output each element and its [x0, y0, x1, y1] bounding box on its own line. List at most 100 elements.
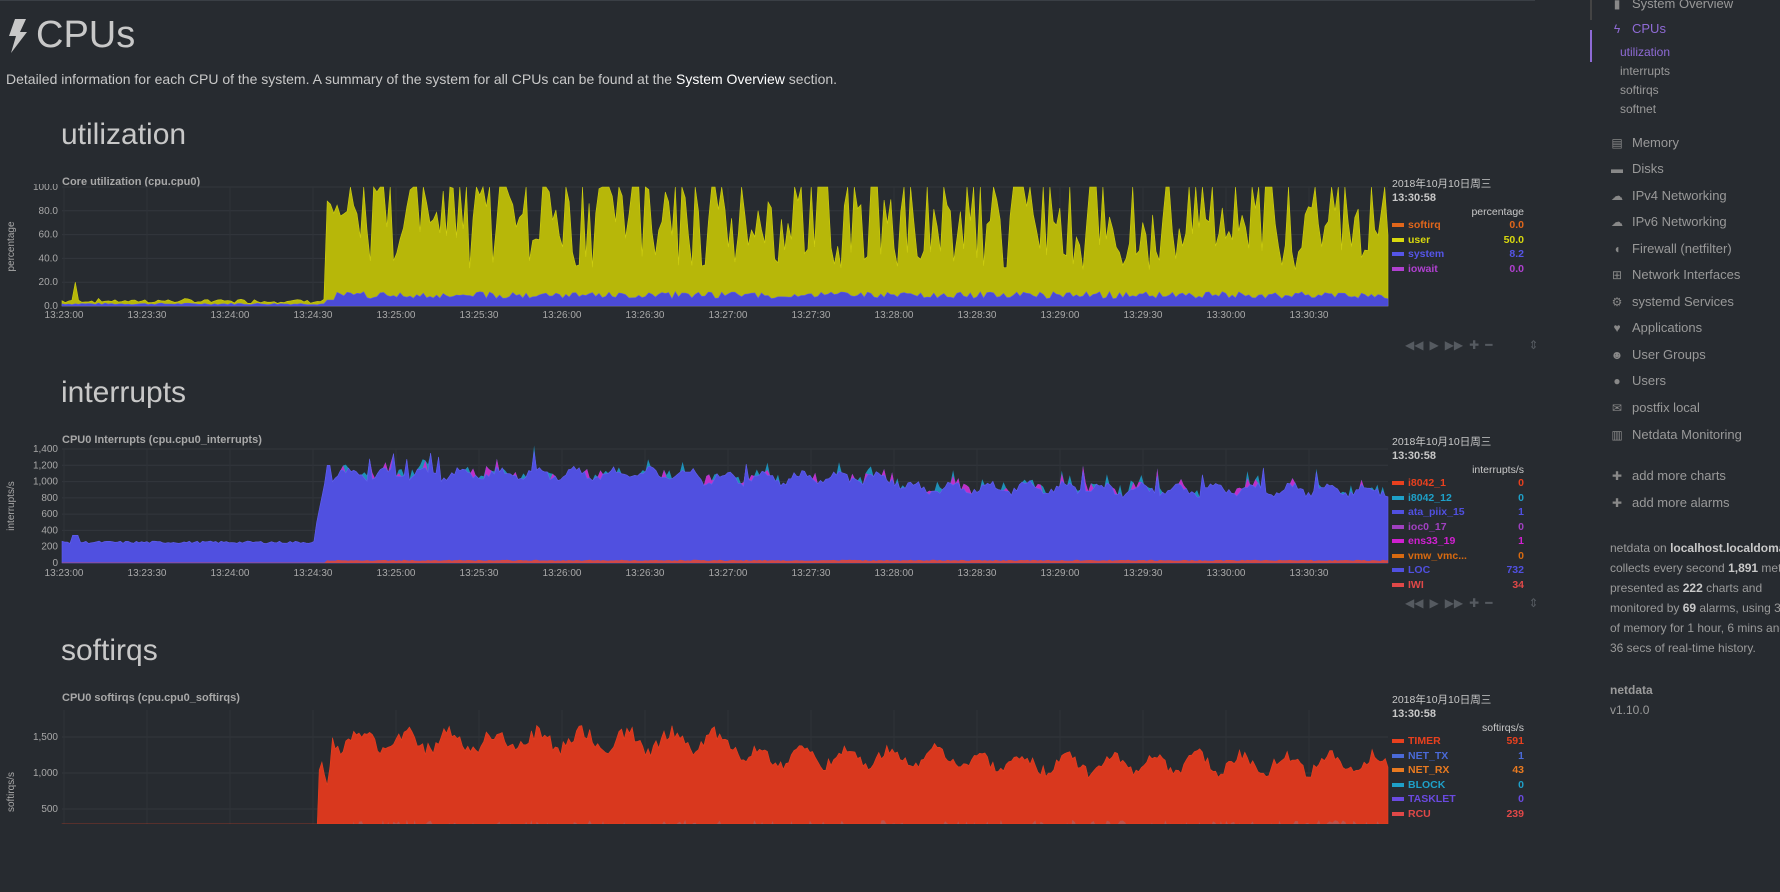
legend-item[interactable]: NET_TX 1	[1392, 749, 1524, 764]
sidebar-item-label: postfix local	[1632, 400, 1700, 415]
legend-item[interactable]: system 8.2	[1392, 247, 1524, 262]
legend-name: NET_TX	[1408, 749, 1449, 762]
legend-item[interactable]: ioc0_17 0	[1392, 520, 1524, 535]
rewind-icon[interactable]: ◀◀	[1405, 338, 1424, 352]
x-tick-label: 13:24:00	[211, 310, 250, 321]
rewind-icon[interactable]: ◀◀	[1405, 596, 1424, 610]
legend-item[interactable]: RCU 239	[1392, 807, 1524, 822]
forward-icon[interactable]: ▶▶	[1444, 596, 1464, 610]
zoom-out-icon[interactable]: ━	[1485, 596, 1493, 610]
series-loc	[61, 451, 1389, 564]
sidebar-sub-utilization[interactable]: utilization	[1620, 45, 1671, 59]
add-more-alarms-link[interactable]: ✚ add more alarms	[1610, 495, 1730, 510]
sidebar-sub-interrupts[interactable]: interrupts	[1620, 64, 1671, 78]
sidebar-item-system-overview[interactable]: ▮ System Overview	[1610, 0, 1733, 11]
x-tick-label: 13:30:30	[1290, 310, 1329, 321]
add-more-charts-link[interactable]: ✚ add more charts	[1610, 468, 1726, 483]
y-tick-label: 400	[41, 525, 58, 536]
sidebar-item-ipv6[interactable]: ☁ IPv6 Networking	[1610, 214, 1727, 229]
legend-value: 0	[1518, 520, 1524, 533]
legend-item[interactable]: IWI 34	[1392, 578, 1524, 593]
resize-icon[interactable]: ⇕	[1528, 596, 1539, 610]
legend-item[interactable]: NET_RX 43	[1392, 763, 1524, 778]
system-overview-link[interactable]: System Overview	[675, 71, 785, 87]
legend-item[interactable]: TIMER 591	[1392, 734, 1524, 749]
section-title-softirqs: softirqs	[61, 634, 158, 667]
sidebar-item-network-interfaces[interactable]: ⊞ Network Interfaces	[1610, 267, 1740, 282]
chart-plot-utilization[interactable]: 100.0 80.0 60.0 40.0 20.0 0.0 percentage 13:23:…	[0, 184, 1400, 364]
sidebar-item-memory[interactable]: ▤ Memory	[1610, 135, 1679, 150]
chart-title: CPU0 Interrupts (cpu.cpu0_interrupts)	[62, 434, 262, 446]
series-user	[61, 185, 1389, 307]
legend-item[interactable]: iowait 0.0	[1392, 262, 1524, 277]
legend-swatch	[1392, 223, 1404, 228]
sidebar-item-users[interactable]: ● Users	[1610, 373, 1666, 388]
sidebar-item-ipv4[interactable]: ☁ IPv4 Networking	[1610, 188, 1727, 203]
zoom-in-icon[interactable]: ✚	[1469, 338, 1480, 352]
legend-item[interactable]: i8042_1 0	[1392, 476, 1524, 491]
sidebar-item-label: User Groups	[1632, 347, 1706, 362]
legend-item[interactable]: softirq 0.0	[1392, 218, 1524, 233]
sidebar-item-firewall[interactable]: ◖ Firewall (netfilter)	[1610, 241, 1731, 256]
y-tick-label: 1,400	[33, 444, 58, 455]
play-icon[interactable]: ▶	[1429, 596, 1439, 610]
chart-controls[interactable]: ◀◀ ▶ ▶▶ ✚ ━ ⇕	[1405, 596, 1539, 610]
legend-name: user	[1408, 233, 1431, 246]
y-axis-label: softirqs/s	[6, 772, 17, 812]
chart-utilization[interactable]: Core utilization (cpu.cpu0) 100.0 80.0 60.…	[0, 176, 1540, 376]
legend-item[interactable]: LOC 732	[1392, 563, 1524, 578]
sidebar-item-user-groups[interactable]: ☻ User Groups	[1610, 347, 1706, 362]
chart-softirqs[interactable]: CPU0 softirqs (cpu.cpu0_softirqs) 1,500 1…	[0, 692, 1540, 892]
info-line: 36 secs of real-time history.	[1610, 641, 1756, 655]
user-icon: ●	[1613, 373, 1621, 388]
sidebar-item-cpus[interactable]: ϟ CPUs	[1610, 21, 1666, 36]
heartbeat-icon: ♥	[1613, 320, 1621, 335]
sidebar-item-applications[interactable]: ♥ Applications	[1610, 320, 1702, 335]
y-tick-label: 1,000	[33, 768, 58, 779]
x-tick-label: 13:26:00	[543, 310, 582, 321]
series-iwi	[62, 559, 1388, 563]
chart-controls[interactable]: ◀◀ ▶ ▶▶ ✚ ━ ⇕	[1405, 338, 1539, 352]
shield-icon: ◖	[1613, 241, 1621, 256]
legend-item[interactable]: BLOCK 0	[1392, 778, 1524, 793]
sidebar-item-disks[interactable]: ▬ Disks	[1610, 161, 1664, 176]
chart-plot-softirqs[interactable]: 1,500 1,000 500 softirqs/s	[0, 700, 1400, 824]
legend-swatch	[1392, 782, 1404, 787]
section-title-interrupts: interrupts	[61, 376, 187, 409]
x-tick-label: 13:28:30	[958, 310, 997, 321]
play-icon[interactable]: ▶	[1429, 338, 1439, 352]
zoom-in-icon[interactable]: ✚	[1469, 596, 1480, 610]
chart-icon: ▥	[1611, 427, 1623, 442]
forward-icon[interactable]: ▶▶	[1444, 338, 1464, 352]
legend-swatch	[1392, 553, 1404, 558]
x-tick-label: 13:28:30	[958, 568, 997, 579]
legend-swatch	[1392, 753, 1404, 758]
y-tick-label: 60.0	[39, 230, 59, 241]
x-tick-label: 13:30:30	[1290, 568, 1329, 579]
legend-swatch	[1392, 481, 1404, 486]
bookmark-icon: ▮	[1613, 0, 1621, 11]
sidebar-sub-softirqs[interactable]: softirqs	[1620, 83, 1659, 97]
legend-value: 0	[1518, 793, 1524, 806]
legend-item[interactable]: ens33_19 1	[1392, 534, 1524, 549]
chart-plot-interrupts[interactable]: 1,400 1,200 1,000 800 600 400 200 0 interrupts/s…	[0, 442, 1400, 622]
sidebar-item-systemd[interactable]: ⚙ systemd Services	[1610, 294, 1734, 309]
sidebar-item-label: Network Interfaces	[1632, 267, 1741, 282]
legend-item[interactable]: vmw_vmc... 0	[1392, 549, 1524, 564]
x-tick-label: 13:24:30	[294, 310, 333, 321]
x-tick-label: 13:27:00	[709, 310, 748, 321]
info-text: collects every second	[1610, 561, 1729, 575]
resize-icon[interactable]: ⇕	[1528, 338, 1539, 352]
sidebar-item-postfix[interactable]: ✉ postfix local	[1610, 400, 1700, 415]
x-tick-label: 13:25:00	[377, 310, 416, 321]
zoom-out-icon[interactable]: ━	[1485, 338, 1493, 352]
sidebar-sub-softnet[interactable]: softnet	[1620, 102, 1657, 116]
sidebar-item-netdata-monitoring[interactable]: ▥ Netdata Monitoring	[1610, 427, 1742, 442]
chart-interrupts[interactable]: CPU0 Interrupts (cpu.cpu0_interrupts) 1,…	[0, 434, 1540, 634]
legend-item[interactable]: ata_piix_15 1	[1392, 505, 1524, 520]
legend-item[interactable]: user 50.0	[1392, 233, 1524, 248]
y-tick-label: 40.0	[39, 253, 59, 264]
metrics-count: 1,891	[1728, 561, 1759, 575]
legend-item[interactable]: i8042_12 0	[1392, 491, 1524, 506]
legend-item[interactable]: TASKLET 0	[1392, 792, 1524, 807]
